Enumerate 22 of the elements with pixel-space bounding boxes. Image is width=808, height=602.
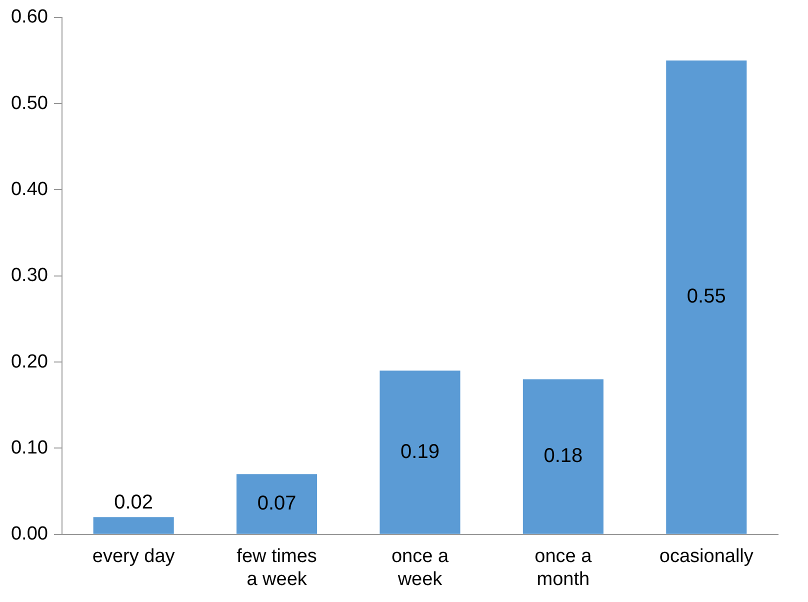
bar bbox=[236, 474, 318, 534]
x-tick-label: every day bbox=[92, 546, 176, 568]
y-tick-label: 0.10 bbox=[10, 437, 48, 458]
bar bbox=[93, 517, 174, 534]
bar bbox=[522, 379, 604, 534]
data-label: 0.02 bbox=[114, 492, 154, 514]
bar bbox=[380, 370, 460, 534]
x-tick-label: ocasionally bbox=[659, 546, 754, 568]
y-tick-label: 0.60 bbox=[10, 6, 48, 28]
x-tick-label: once a week bbox=[391, 546, 449, 590]
bar bbox=[666, 60, 747, 534]
x-tick-label: once a month bbox=[534, 546, 592, 590]
y-tick-label: 0.40 bbox=[10, 178, 48, 200]
data-label: 0.55 bbox=[686, 286, 726, 308]
data-label: 0.18 bbox=[544, 445, 583, 468]
y-tick-label: 0.30 bbox=[10, 265, 48, 286]
data-label: 0.19 bbox=[400, 440, 440, 463]
y-tick-label: 0.00 bbox=[10, 524, 48, 545]
y-tick-label: 0.50 bbox=[10, 92, 48, 114]
data-label: 0.07 bbox=[257, 492, 296, 515]
x-tick-label: few times a week bbox=[236, 546, 317, 590]
y-tick-label: 0.20 bbox=[10, 351, 48, 372]
